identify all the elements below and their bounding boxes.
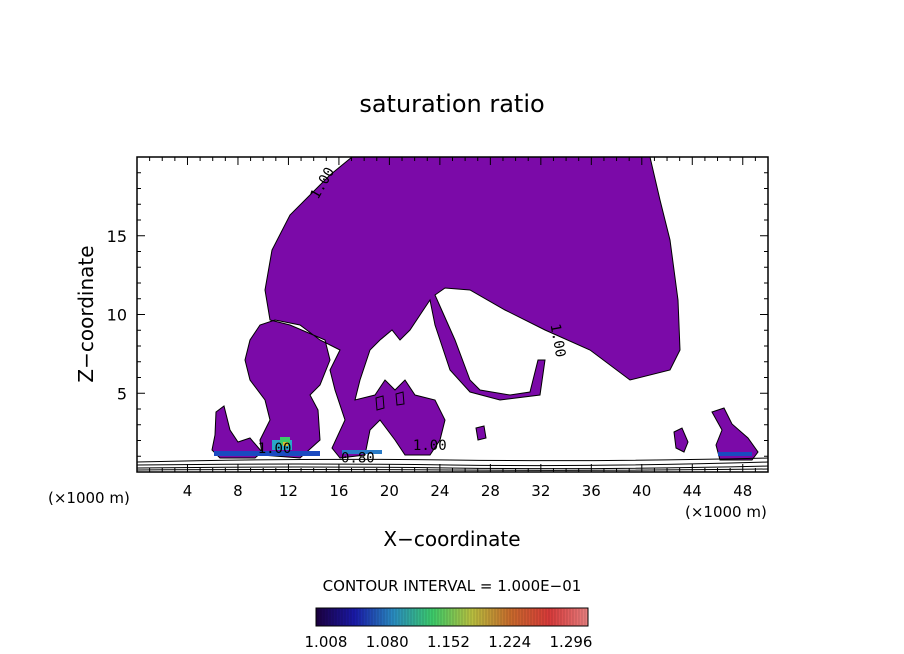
colorbar-stripes: [317, 609, 586, 625]
x-tick-label: 8: [233, 482, 243, 500]
colorbar: [315, 607, 589, 627]
saturated-region-main: [244, 157, 681, 459]
y-tick-label: 10: [107, 306, 127, 325]
x-tick-label: 4: [183, 482, 193, 500]
colorbar-tick-label: 1.080: [366, 633, 409, 651]
surface-band-blue-2: [342, 450, 382, 454]
saturated-region-right: [711, 407, 759, 461]
x-axis-label: X−coordinate: [383, 527, 520, 551]
saturated-region-small-1: [673, 427, 689, 453]
surface-band-blue: [214, 451, 320, 456]
contour-interval-label: CONTOUR INTERVAL = 1.000E−01: [323, 577, 582, 595]
saturated-region-small-3: [375, 395, 385, 411]
x-tick-label: 40: [632, 482, 651, 500]
contour-label: 1.00: [413, 438, 447, 454]
x-tick-label: 44: [683, 482, 702, 500]
surface-band-yellow: [283, 442, 288, 446]
contour-label: 1.00: [258, 441, 292, 457]
x-tick-label: 20: [380, 482, 399, 500]
colorbar-tick-label: 1.008: [305, 633, 348, 651]
surface-band-green: [280, 437, 290, 445]
x-tick-label: 48: [733, 482, 752, 500]
saturated-region-left: [211, 405, 263, 459]
colorbar-tick-label: 1.224: [488, 633, 531, 651]
colorbar-tick-label: 1.152: [427, 633, 470, 651]
saturated-region-small-2: [475, 425, 487, 441]
x-tick-label: 12: [279, 482, 298, 500]
contour-label: 0.80: [341, 451, 375, 467]
x-tick-label: 24: [430, 482, 449, 500]
contour-label: 1.00: [547, 323, 569, 359]
x-tick-label: 32: [531, 482, 550, 500]
colorbar-tick-label: 1.296: [550, 633, 593, 651]
chart-title: saturation ratio: [359, 90, 544, 118]
y-axis-label: Z−coordinate: [74, 245, 98, 382]
plot-area: [137, 157, 768, 471]
x-tick-label: 16: [329, 482, 348, 500]
saturated-region-small-4: [395, 391, 405, 406]
x-unit-right: (×1000 m): [685, 503, 767, 521]
surface-band-blue-3: [718, 452, 752, 456]
x-unit-left: (×1000 m): [48, 489, 130, 507]
x-tick-label: 36: [582, 482, 601, 500]
x-tick-label: 28: [481, 482, 500, 500]
y-tick-label: 5: [117, 384, 127, 403]
y-tick-label: 15: [107, 227, 127, 246]
